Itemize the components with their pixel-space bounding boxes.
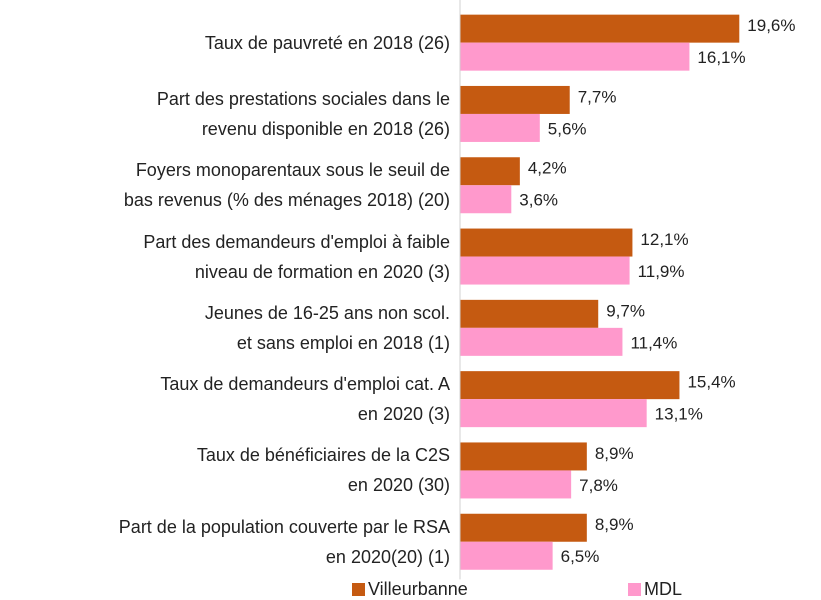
- value-label: 13,1%: [655, 405, 703, 424]
- bar: [460, 541, 553, 570]
- category-label: Taux de bénéficiaires de la C2S en 2020 …: [196, 445, 450, 496]
- value-label: 9,7%: [606, 301, 645, 320]
- category-label: Jeunes de 16-25 ans non scol. et sans em…: [204, 302, 450, 353]
- bar: [460, 157, 520, 186]
- value-label: 11,4%: [630, 333, 677, 352]
- legend-swatch: [352, 583, 365, 596]
- bar: [460, 470, 572, 499]
- category-label: Part de la population couverte par le RS…: [118, 516, 450, 567]
- category-label: Taux de demandeurs d'emploi cat. A en 20…: [160, 374, 450, 425]
- value-label: 19,6%: [747, 16, 795, 35]
- bar: [460, 14, 740, 43]
- value-label: 4,2%: [528, 159, 567, 178]
- value-label: 12,1%: [640, 230, 688, 249]
- category-label: Part des prestations sociales dans le re…: [156, 88, 450, 139]
- bar: [460, 42, 690, 71]
- legend-label: Villeurbanne: [368, 579, 468, 599]
- bar: [460, 399, 647, 428]
- value-label: 8,9%: [595, 444, 634, 463]
- value-label: 7,7%: [578, 87, 617, 106]
- bar: [460, 327, 623, 356]
- value-label: 3,6%: [519, 191, 558, 210]
- bar: [460, 513, 587, 542]
- bar: [460, 442, 587, 471]
- value-label: 7,8%: [579, 476, 618, 495]
- bar: [460, 185, 512, 214]
- bar: [460, 299, 599, 328]
- value-label: 6,5%: [561, 547, 600, 566]
- value-label: 11,9%: [638, 262, 685, 281]
- legend-swatch: [628, 583, 641, 596]
- value-label: 8,9%: [595, 515, 634, 534]
- bar: [460, 371, 680, 400]
- bar: [460, 256, 630, 285]
- bar: [460, 113, 540, 142]
- category-label: Part des demandeurs d'emploi à faible ni…: [143, 231, 450, 282]
- category-label: Taux de pauvreté en 2018 (26): [204, 32, 450, 53]
- bar: [460, 85, 570, 114]
- bar: [460, 228, 633, 257]
- value-label: 15,4%: [687, 373, 735, 392]
- value-label: 5,6%: [548, 119, 587, 138]
- category-label: Foyers monoparentaux sous le seuil de ba…: [123, 160, 450, 211]
- value-label: 16,1%: [697, 48, 745, 67]
- legend-label: MDL: [644, 579, 682, 599]
